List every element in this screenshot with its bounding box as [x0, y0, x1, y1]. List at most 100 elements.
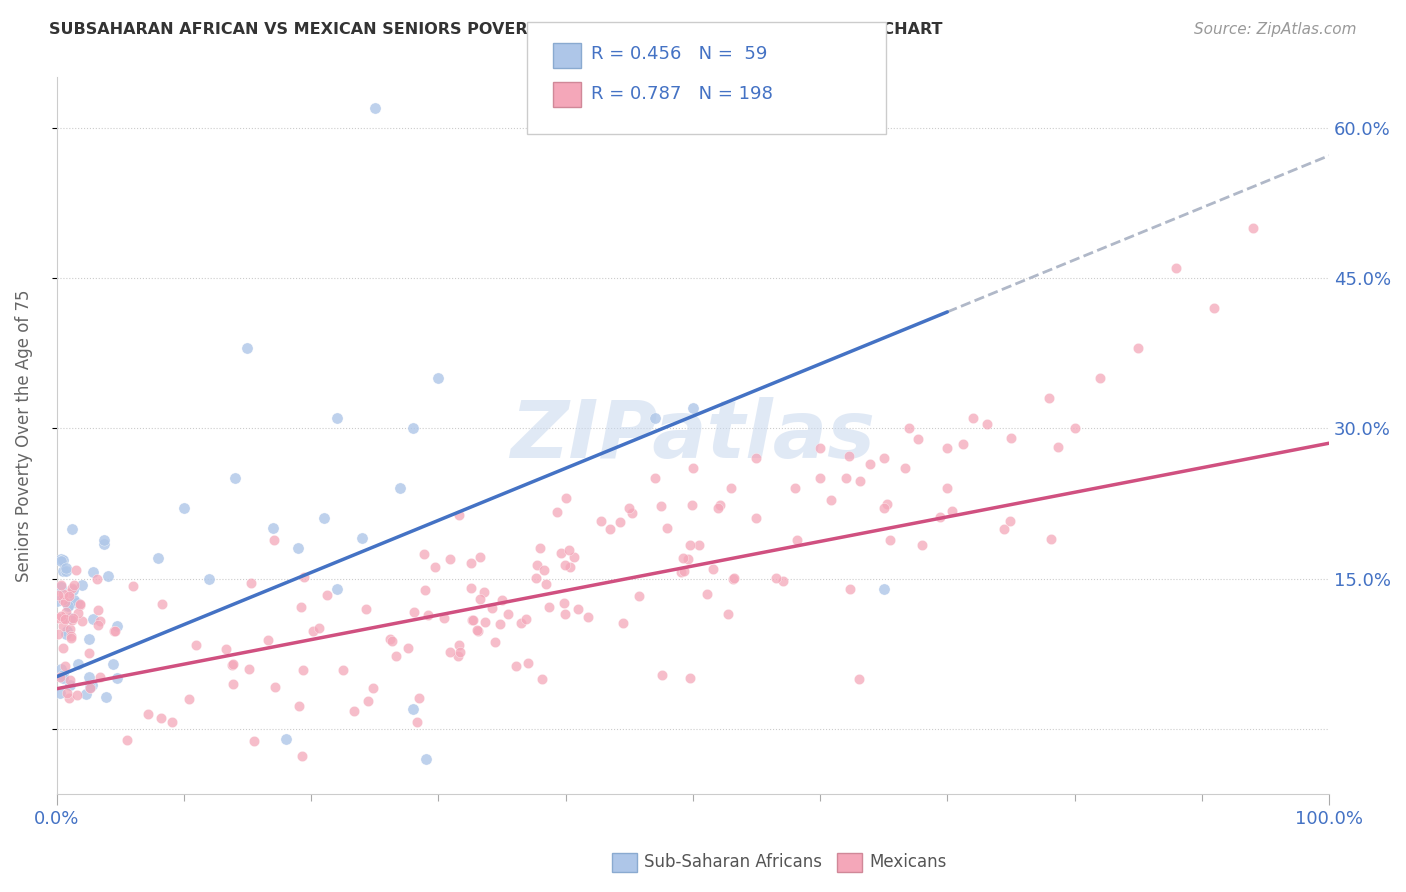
Point [48, 686, 70, 700]
Point [576, 609, 599, 624]
Point [682, 401, 704, 416]
Point [515, 612, 537, 626]
Point [82, 612, 104, 626]
Point [287, 698, 309, 713]
Point [67, 607, 90, 621]
Point [467, 624, 489, 638]
Point [619, 501, 641, 516]
Point [51, 551, 73, 566]
Point [55, 686, 77, 700]
Point [66, 688, 89, 702]
Point [488, 617, 510, 632]
Point [516, 657, 538, 671]
Point [709, 498, 731, 512]
Point [46, 594, 69, 608]
Point [936, 481, 959, 495]
Point [46, 611, 69, 625]
Point [97, 569, 120, 583]
Point [312, 511, 335, 525]
Point [786, 533, 808, 547]
Point [1000, 431, 1022, 445]
Point [150, 711, 173, 725]
Point [1047, 440, 1070, 454]
Point [67, 657, 90, 672]
Point [765, 571, 787, 585]
Point [1000, 514, 1022, 528]
Point [96, 690, 118, 705]
Point [52, 640, 75, 655]
Text: ZIPatlas: ZIPatlas [510, 397, 876, 475]
Point [59, 611, 82, 625]
Point [49, 581, 72, 595]
Point [287, 541, 309, 556]
Point [609, 515, 631, 529]
Text: Sub-Saharan Africans: Sub-Saharan Africans [644, 853, 823, 871]
Point [650, 499, 672, 513]
Point [1038, 391, 1060, 405]
Point [59, 631, 82, 645]
Point [688, 538, 710, 552]
Point [418, 607, 440, 622]
Point [117, 733, 139, 747]
Point [859, 457, 882, 471]
Point [198, 572, 221, 586]
Point [51, 592, 73, 607]
Point [1126, 341, 1149, 355]
Point [879, 533, 901, 547]
Point [49, 578, 72, 592]
Point [136, 707, 159, 722]
Point [221, 657, 243, 672]
Point [591, 514, 613, 528]
Point [46, 627, 69, 641]
Point [52, 610, 75, 624]
Point [59, 673, 82, 687]
Point [707, 501, 730, 516]
Point [52, 564, 75, 578]
Point [893, 461, 915, 475]
Point [553, 596, 575, 610]
Point [60, 613, 83, 627]
Point [350, 532, 373, 546]
Point [69, 597, 91, 611]
Point [745, 451, 768, 466]
Point [49, 669, 72, 683]
Point [447, 638, 470, 652]
Point [80, 678, 103, 692]
Point [122, 579, 145, 593]
Point [717, 607, 740, 621]
Point [449, 645, 471, 659]
Point [783, 481, 806, 495]
Point [308, 621, 330, 635]
Point [449, 508, 471, 523]
Point [46, 588, 69, 602]
Point [612, 616, 634, 631]
Point [52, 619, 75, 633]
Point [484, 635, 506, 649]
Text: Mexicans: Mexicans [869, 853, 946, 871]
Point [86, 572, 108, 586]
Point [357, 694, 380, 708]
Text: R = 0.787   N = 198: R = 0.787 N = 198 [591, 85, 772, 103]
Point [332, 663, 354, 677]
Point [236, 341, 259, 355]
Point [77, 646, 100, 660]
Point [62, 611, 84, 625]
Point [224, 471, 246, 485]
Point [238, 662, 260, 676]
Point [402, 702, 425, 716]
Point [58, 690, 80, 705]
Point [65, 563, 87, 577]
Point [402, 421, 425, 435]
Point [928, 510, 950, 524]
Point [52, 553, 75, 567]
Point [672, 550, 695, 565]
Point [240, 575, 263, 590]
Point [898, 421, 921, 435]
Point [682, 461, 704, 475]
Point [173, 501, 195, 516]
Point [481, 601, 503, 615]
Point [186, 638, 208, 652]
Point [243, 734, 266, 748]
Point [325, 582, 347, 596]
Point [55, 606, 77, 620]
